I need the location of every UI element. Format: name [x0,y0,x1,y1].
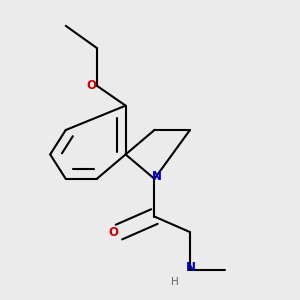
Text: H: H [171,277,179,287]
Text: N: N [152,170,162,183]
Text: O: O [109,226,118,238]
Text: N: N [186,261,196,274]
Text: O: O [86,79,96,92]
